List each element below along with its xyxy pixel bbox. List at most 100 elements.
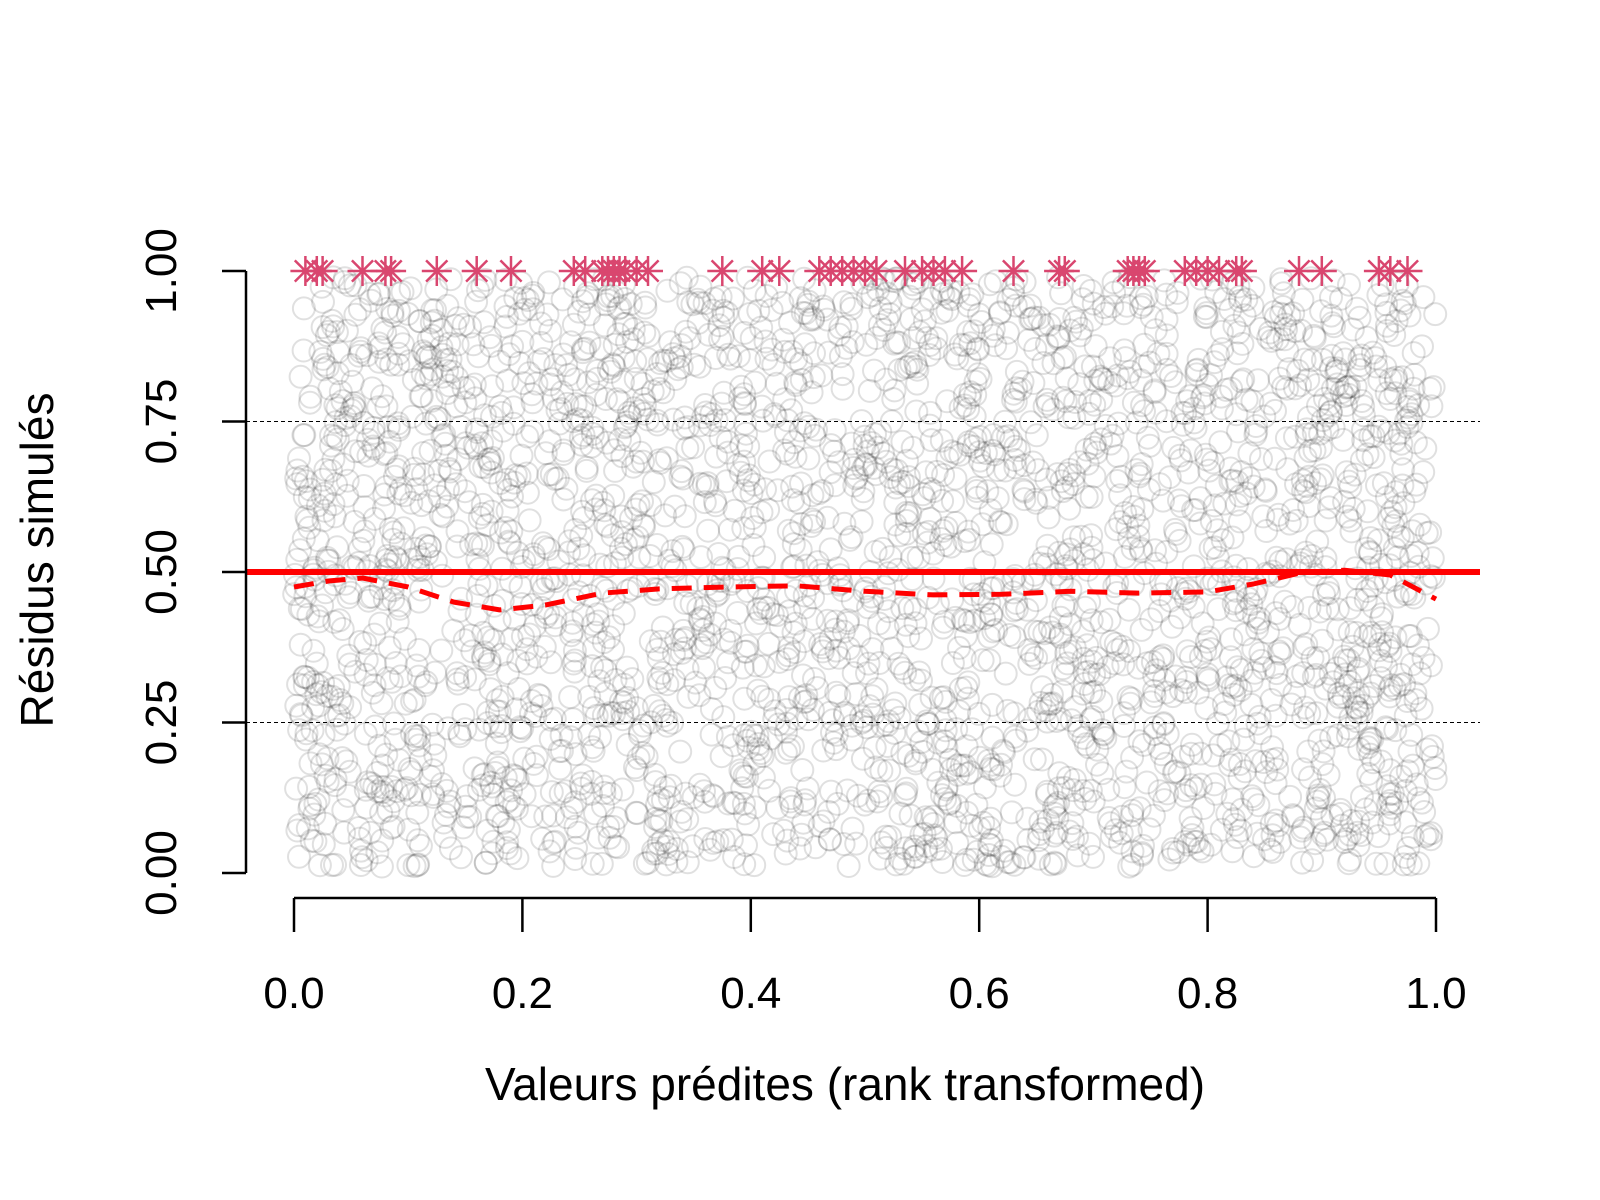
residual-point	[1132, 332, 1157, 357]
residual-point	[435, 293, 460, 318]
residual-point	[819, 433, 843, 458]
residual-point	[854, 715, 879, 740]
residual-point	[980, 438, 1005, 463]
residual-point	[789, 822, 814, 847]
residual-point	[1393, 778, 1418, 803]
residual-point	[1382, 536, 1407, 561]
residual-point	[570, 408, 595, 433]
residual-point	[415, 542, 440, 567]
residual-point	[1027, 822, 1052, 847]
residual-point	[900, 567, 925, 592]
residual-point	[466, 344, 491, 369]
residual-point	[288, 632, 313, 657]
residual-point	[1402, 479, 1427, 504]
residual-point	[1098, 811, 1123, 836]
residual-point	[571, 506, 596, 531]
residual-point	[580, 415, 605, 440]
residual-point	[719, 827, 744, 852]
residual-point	[600, 523, 625, 548]
residual-point	[1205, 518, 1230, 543]
residual-point	[1073, 786, 1098, 811]
residual-point	[1137, 817, 1162, 842]
residual-point	[384, 457, 409, 482]
residual-point	[655, 278, 680, 303]
residual-point	[981, 619, 1006, 644]
residual-point	[984, 617, 1009, 642]
residual-point	[878, 824, 903, 849]
residual-point	[451, 815, 475, 840]
residual-point	[1395, 689, 1420, 713]
residual-point	[1222, 313, 1247, 338]
residual-point	[973, 852, 998, 876]
residual-point	[677, 326, 702, 351]
residual-point	[462, 433, 487, 458]
residual-point	[949, 753, 974, 778]
residual-point	[1129, 368, 1153, 393]
residual-point	[379, 775, 404, 799]
residual-point	[1139, 690, 1163, 715]
residual-point	[777, 599, 802, 624]
residual-point	[1143, 400, 1168, 425]
residual-point	[399, 760, 424, 785]
residual-point	[612, 311, 637, 336]
residual-point	[472, 403, 497, 428]
residual-point	[543, 467, 568, 491]
residual-point	[652, 775, 677, 800]
residual-point	[380, 303, 405, 328]
residual-point	[796, 289, 821, 314]
residual-point	[632, 401, 657, 426]
residual-point	[780, 474, 805, 499]
residual-point	[828, 344, 853, 369]
residual-point	[1284, 508, 1309, 533]
residual-point	[1062, 405, 1087, 430]
residual-point	[354, 648, 379, 672]
residual-point	[430, 342, 455, 367]
residual-point	[517, 361, 542, 386]
residual-point	[909, 668, 933, 693]
residual-point	[1310, 752, 1335, 777]
residual-point	[934, 735, 959, 760]
residual-point	[774, 441, 799, 466]
residual-point	[866, 435, 891, 460]
residual-point	[773, 841, 798, 866]
residual-point	[1190, 839, 1215, 864]
residual-point	[943, 510, 968, 535]
residual-point	[325, 535, 350, 560]
residual-point	[602, 701, 627, 726]
residual-point	[1377, 631, 1402, 656]
residual-point	[600, 284, 625, 308]
residual-point	[315, 746, 340, 771]
residual-point	[922, 837, 947, 862]
residual-point	[1377, 677, 1402, 702]
residual-point	[1374, 485, 1399, 510]
residual-point	[983, 269, 1008, 294]
residual-point	[457, 490, 482, 515]
residual-point	[1277, 357, 1301, 382]
residual-point	[1331, 341, 1356, 366]
residual-point	[1272, 589, 1297, 614]
residual-point	[1375, 774, 1400, 799]
residual-point	[788, 836, 812, 861]
residual-point	[480, 841, 505, 866]
residual-point	[753, 329, 778, 354]
residual-point	[1317, 392, 1342, 417]
residual-point	[900, 272, 925, 297]
residual-point	[1054, 366, 1079, 391]
residual-point	[657, 829, 681, 854]
residual-point	[1191, 383, 1216, 408]
residual-point	[714, 300, 739, 325]
residual-point	[781, 620, 806, 645]
residual-point	[662, 668, 686, 693]
residual-point	[551, 487, 576, 512]
residual-point	[1222, 682, 1247, 707]
residual-point	[521, 751, 546, 776]
residual-point	[471, 620, 496, 645]
residual-point	[1312, 820, 1337, 845]
residual-point	[918, 506, 943, 531]
residual-point	[1126, 524, 1151, 549]
residual-point	[456, 435, 480, 460]
residual-point	[585, 602, 610, 627]
residual-point	[1061, 472, 1086, 497]
residual-point	[1260, 735, 1285, 760]
residual-point	[301, 695, 326, 720]
